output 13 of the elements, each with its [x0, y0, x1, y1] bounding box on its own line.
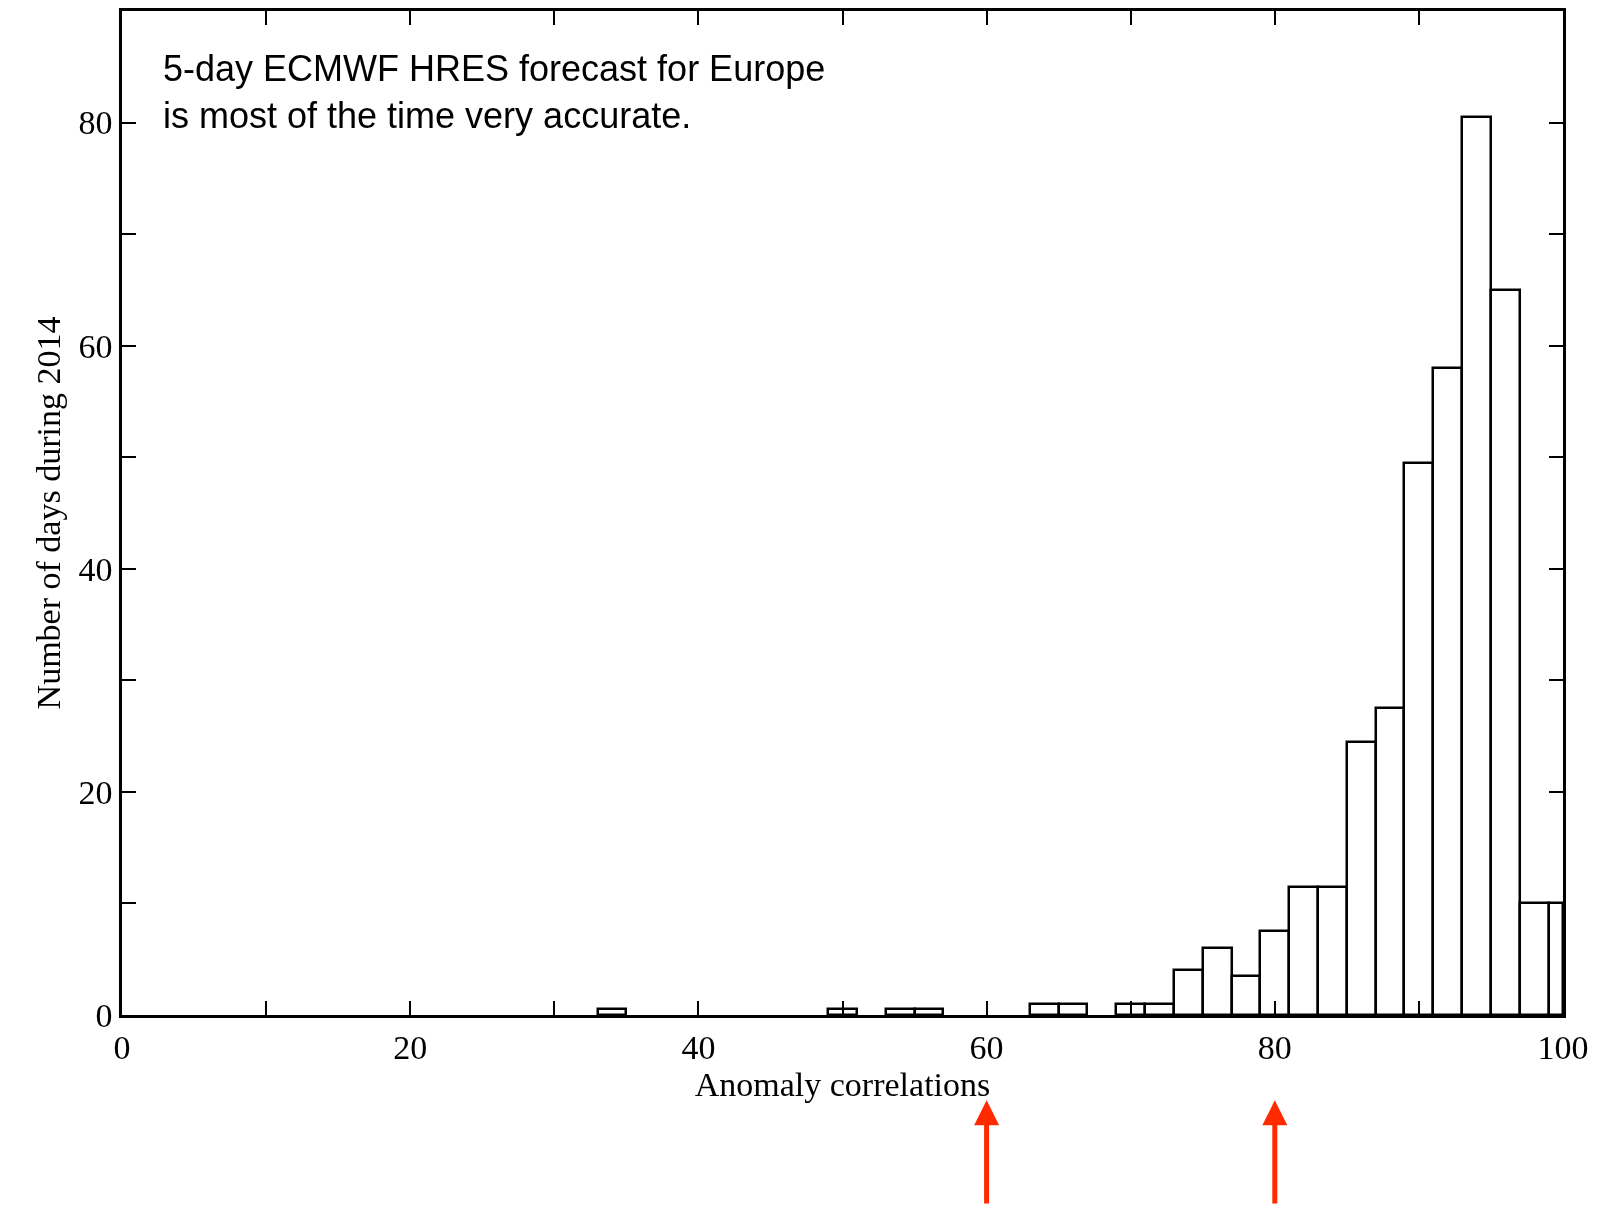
annotation: 5-day ECMWF HRES forecast for Europe is most of the time very accurate.: [163, 48, 826, 136]
y-tick-label: 60: [78, 327, 113, 365]
y-tick-label: 80: [78, 104, 113, 142]
x-tick-label: 20: [393, 1028, 428, 1066]
x-tick-label: 100: [1537, 1028, 1589, 1066]
y-tick-label: 20: [78, 773, 113, 811]
y-tick-label: 40: [78, 550, 113, 588]
x-tick-label: 40: [681, 1028, 716, 1066]
y-tick-label: 0: [95, 996, 113, 1034]
x-tick-label: 80: [1257, 1028, 1292, 1066]
y-axis-title: Number of days during 2014: [30, 316, 68, 710]
x-tick-label: 60: [969, 1028, 1004, 1066]
x-axis-title: Anomaly correlations: [694, 1065, 991, 1103]
